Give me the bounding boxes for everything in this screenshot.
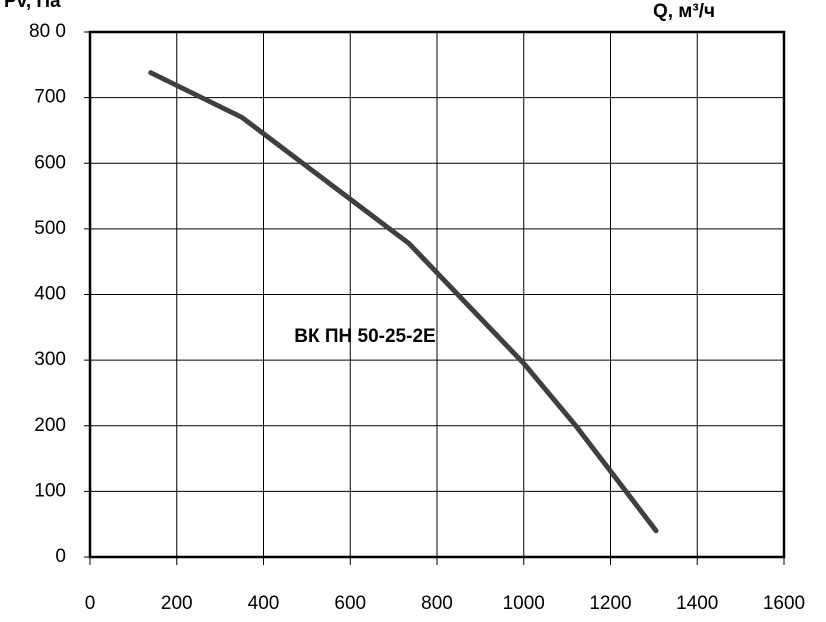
y-tick-label: 80 0 (29, 21, 66, 42)
x-tick-label: 800 (421, 593, 453, 614)
y-tick-label: 0 (55, 546, 66, 567)
y-axis-label: Pv, Па (4, 0, 61, 12)
x-tick-label: 200 (161, 593, 193, 614)
y-tick-label: 500 (34, 218, 66, 239)
x-tick-label: 1000 (503, 593, 545, 614)
y-tick-label: 300 (34, 349, 66, 370)
x-tick-label: 600 (334, 593, 366, 614)
x-tick-label: 1200 (589, 593, 631, 614)
curve (148, 70, 659, 534)
plot-frame (88, 30, 786, 559)
x-tick-label: 400 (248, 593, 280, 614)
y-tick-label: 100 (34, 480, 66, 501)
x-tick-label: 1400 (676, 593, 718, 614)
y-tick-label: 600 (34, 152, 66, 173)
y-tick-label: 200 (34, 415, 66, 436)
x-tick-label: 0 (85, 593, 96, 614)
annotation: ВК ПН 50-25-2Е (294, 326, 435, 347)
y-tick-label: 700 (34, 87, 66, 108)
x-axis-label: Q, м³/ч (653, 1, 715, 22)
x-tick-label: 1600 (763, 593, 805, 614)
y-tick-label: 400 (34, 284, 66, 305)
